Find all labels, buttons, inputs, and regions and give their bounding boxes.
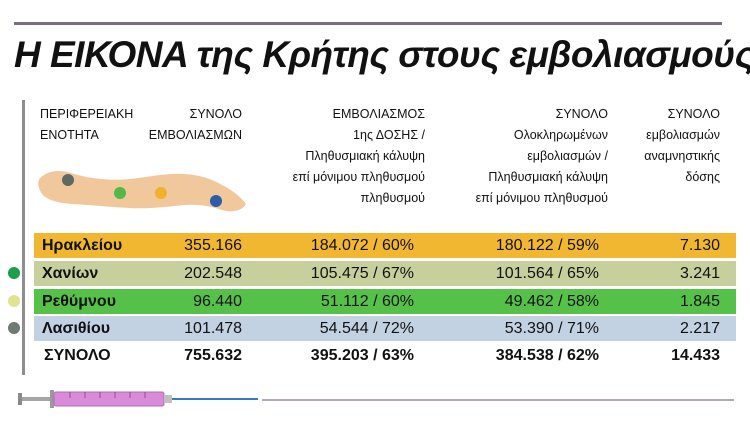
table-row: Χανίων 202.548 105.475 / 67% 101.564 / 6…	[34, 261, 736, 286]
map-dot-chania	[62, 174, 74, 186]
header-booster-line: δόσης	[685, 170, 720, 184]
header-booster-line: αναμνηστικής	[644, 149, 720, 163]
header-booster-line: ΣΥΝΟΛΟ	[667, 107, 720, 121]
table-row: Ηρακλείου 355.166 184.072 / 60% 180.122 …	[34, 233, 736, 258]
page-title: Η ΕΙΚΟΝΑ της Κρήτης στους εμβολιασμούς	[14, 34, 750, 75]
header-total: ΣΥΝΟΛΟ ΕΜΒΟΛΙΑΣΜΩΝ	[130, 104, 242, 146]
header-first-dose-line: 1ης ΔΟΣΗΣ /	[353, 128, 425, 142]
header-unit: ΠΕΡΙΦΕΡΕΙΑΚΗ ΕΝΟΤΗΤΑ	[40, 104, 150, 146]
crete-island-shape	[38, 171, 246, 212]
first-dose-coverage: 395.203 / 63%	[310, 347, 414, 364]
header-completed-line: Ολοκληρωμένων	[513, 128, 608, 142]
completed-coverage: 53.390 / 71%	[504, 320, 599, 337]
first-dose-coverage: 184.072 / 60%	[310, 237, 414, 254]
table-total-row: ΣΥΝΟΛΟ 755.632 395.203 / 63% 384.538 / 6…	[34, 343, 736, 368]
header-unit-line: ΠΕΡΙΦΕΡΕΙΑΚΗ	[40, 107, 134, 121]
header-completed: ΣΥΝΟΛΟ Ολοκληρωμένων εμβολιασμών / Πληθυσμι…	[430, 104, 608, 209]
region-name: Ρεθύμνου	[42, 293, 116, 310]
completed-coverage: 49.462 / 58%	[504, 293, 599, 310]
completed-coverage: 101.564 / 65%	[495, 265, 599, 282]
booster-doses: 7.130	[679, 237, 720, 254]
completed-coverage: 384.538 / 62%	[495, 347, 599, 364]
header-completed-line: εμβολιασμών /	[527, 149, 608, 163]
header-unit-line: ΕΝΟΤΗΤΑ	[40, 128, 99, 142]
header-first-dose: ΕΜΒΟΛΙΑΣΜΟΣ 1ης ΔΟΣΗΣ / Πληθυσμιακή κάλυψη…	[245, 104, 425, 209]
header-first-dose-line: ΕΜΒΟΛΙΑΣΜΟΣ	[332, 107, 425, 121]
total-vaccinations: 355.166	[184, 237, 242, 254]
table-row: Λασιθίου 101.478 54.544 / 72% 53.390 / 7…	[34, 316, 736, 341]
first-dose-coverage: 54.544 / 72%	[319, 320, 414, 337]
region-name: Λασιθίου	[42, 320, 111, 337]
top-divider	[14, 22, 722, 25]
map-dot-lasithi	[210, 195, 222, 207]
header-first-dose-line: Πληθυσμιακή κάλυψη	[305, 149, 425, 163]
table-row: Ρεθύμνου 96.440 51.112 / 60% 49.462 / 58…	[34, 289, 736, 314]
booster-doses: 3.241	[679, 265, 720, 282]
header-booster-line: εμβολιασμών	[646, 128, 720, 142]
booster-doses: 1.845	[679, 293, 720, 310]
bullet-chania-icon	[8, 267, 20, 279]
booster-doses: 14.433	[671, 347, 720, 364]
total-vaccinations: 96.440	[193, 293, 242, 310]
region-name: Ηρακλείου	[42, 237, 123, 254]
header-booster: ΣΥΝΟΛΟ εμβολιασμών αναμνηστικής δόσης	[616, 104, 720, 188]
map-dot-heraklion	[155, 187, 167, 199]
header-total-line: ΕΜΒΟΛΙΑΣΜΩΝ	[148, 128, 242, 142]
first-dose-coverage: 105.475 / 67%	[310, 265, 414, 282]
header-first-dose-line: πληθυσμού	[360, 191, 425, 205]
header-first-dose-line: επί μόνιμου πληθυσμού	[292, 170, 425, 184]
total-vaccinations: 755.632	[184, 347, 242, 364]
first-dose-coverage: 51.112 / 60%	[320, 293, 414, 310]
syringe-icon	[18, 390, 258, 408]
map-dot-rethymno	[114, 187, 126, 199]
bullet-lasithi-icon	[8, 322, 20, 334]
left-vertical-rule	[22, 100, 25, 375]
total-vaccinations: 202.548	[184, 265, 242, 282]
bottom-divider	[262, 399, 734, 401]
total-label: ΣΥΝΟΛΟ	[44, 347, 111, 364]
bullet-rethymno-icon	[8, 295, 20, 307]
header-completed-line: Πληθυσμιακή κάλυψη	[488, 170, 608, 184]
completed-coverage: 180.122 / 59%	[495, 237, 599, 254]
region-name: Χανίων	[42, 265, 99, 282]
total-vaccinations: 101.478	[184, 320, 242, 337]
crete-map	[38, 171, 246, 212]
header-completed-line: ΣΥΝΟΛΟ	[555, 107, 608, 121]
header-completed-line: επί μόνιμου πληθυσμού	[475, 191, 608, 205]
header-total-line: ΣΥΝΟΛΟ	[189, 107, 242, 121]
booster-doses: 2.217	[679, 320, 720, 337]
